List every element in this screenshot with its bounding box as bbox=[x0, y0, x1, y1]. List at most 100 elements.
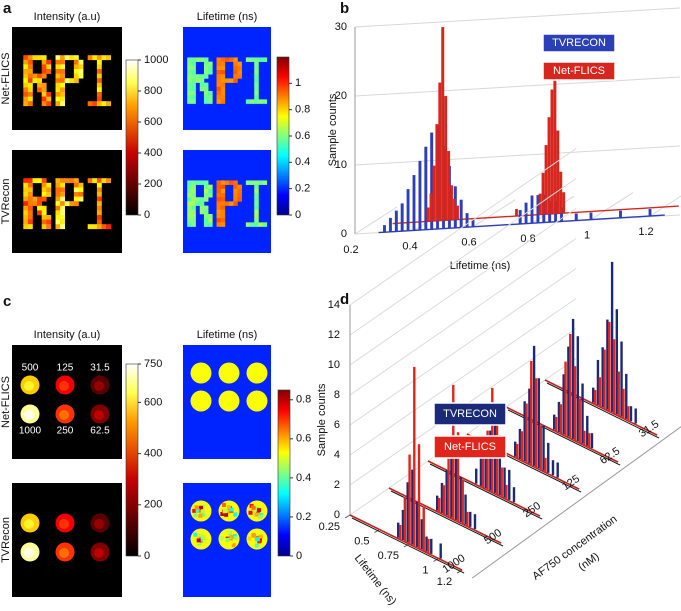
grid-line bbox=[472, 199, 516, 228]
bar bbox=[547, 117, 551, 215]
image-pixel bbox=[187, 197, 192, 202]
column-title: Lifetime (ns) bbox=[197, 329, 258, 341]
bar bbox=[567, 346, 570, 437]
x-tick-label: 0.75 bbox=[378, 550, 399, 562]
image-pixel bbox=[208, 95, 213, 100]
image-pixel bbox=[73, 187, 79, 193]
image-pixel bbox=[106, 178, 111, 184]
image-pixel bbox=[96, 73, 102, 79]
group-label: 62.5 bbox=[598, 445, 622, 467]
bar bbox=[505, 484, 508, 500]
image-pixel bbox=[245, 222, 251, 227]
panel-label: a bbox=[3, 0, 12, 17]
image-pixel bbox=[219, 536, 224, 541]
colorbar-tick-label: 0 bbox=[144, 550, 150, 562]
image-pixel bbox=[55, 219, 61, 225]
bar bbox=[596, 359, 600, 405]
image-pixel bbox=[73, 73, 79, 79]
image-pixel bbox=[92, 178, 98, 184]
bar bbox=[400, 203, 404, 232]
image-pixel bbox=[254, 184, 259, 190]
colorbar-tick-label: 200 bbox=[144, 178, 162, 190]
image-pixel bbox=[96, 196, 102, 202]
image-pixel bbox=[200, 509, 205, 514]
image-pixel bbox=[208, 65, 213, 71]
bar bbox=[523, 401, 526, 462]
x-tick-label: 0.4 bbox=[402, 240, 417, 252]
image-pixel bbox=[55, 196, 61, 202]
concentration-label: 62.5 bbox=[90, 426, 110, 437]
image-pixel bbox=[27, 187, 33, 193]
image-pixel bbox=[220, 99, 226, 104]
image-pixel bbox=[261, 540, 266, 545]
image-pixel bbox=[37, 178, 42, 184]
image-pixel bbox=[27, 92, 33, 97]
concentration-label: 31.5 bbox=[90, 363, 110, 374]
image-pixel bbox=[254, 193, 259, 198]
x-tick bbox=[374, 529, 380, 533]
concentration-label: 1000 bbox=[19, 426, 42, 437]
image-pixel bbox=[23, 192, 29, 197]
image-pixel bbox=[203, 205, 209, 211]
image-pixel bbox=[233, 535, 238, 540]
image-spot-core bbox=[59, 548, 69, 558]
bar bbox=[442, 485, 446, 516]
image-pixel bbox=[27, 215, 33, 220]
image-pixel bbox=[27, 59, 33, 65]
bar bbox=[426, 207, 430, 222]
image-pixel bbox=[41, 101, 47, 107]
image-pixel bbox=[187, 86, 192, 92]
image-pixel bbox=[41, 92, 47, 97]
image-spot bbox=[218, 390, 240, 412]
image-pixel bbox=[233, 193, 238, 198]
image-pixel bbox=[208, 222, 213, 227]
image-pixel bbox=[237, 74, 242, 79]
y-tick-label: 14 bbox=[328, 299, 340, 311]
image-pixel bbox=[192, 508, 197, 513]
image-pixel bbox=[23, 205, 29, 211]
image-pixel bbox=[191, 218, 196, 223]
x-axis-label: Lifetime (ns) bbox=[450, 260, 511, 272]
image-pixel bbox=[208, 90, 213, 96]
image-pixel bbox=[27, 224, 33, 230]
bar bbox=[573, 366, 577, 442]
image-pixel bbox=[203, 86, 209, 92]
image-pixel bbox=[251, 512, 256, 517]
image-pixel bbox=[191, 70, 196, 75]
bar bbox=[559, 171, 563, 214]
image-pixel bbox=[258, 514, 263, 519]
bar bbox=[456, 432, 460, 523]
image-pixel bbox=[96, 182, 102, 188]
image-pixel bbox=[73, 64, 79, 70]
image-pixel bbox=[254, 205, 259, 211]
bar bbox=[424, 146, 428, 230]
image-pixel bbox=[60, 178, 65, 184]
image-pixel bbox=[41, 192, 47, 197]
bar bbox=[489, 430, 492, 491]
bar bbox=[444, 95, 448, 221]
bar bbox=[417, 444, 421, 550]
bar bbox=[508, 469, 511, 500]
image-pixel bbox=[101, 55, 107, 61]
y-axis-label: Sample counts bbox=[327, 93, 339, 166]
bar bbox=[612, 339, 616, 415]
image-spot-core bbox=[94, 548, 104, 558]
grid-line bbox=[354, 76, 681, 97]
image-pixel bbox=[208, 188, 213, 194]
image-pixel bbox=[216, 209, 222, 215]
image-pixel bbox=[224, 512, 229, 517]
image-pixel bbox=[262, 180, 268, 185]
colorbar-tick-label: 0.2 bbox=[296, 511, 311, 523]
image-pixel bbox=[46, 187, 52, 193]
image-pixel bbox=[46, 224, 52, 230]
image-pixel bbox=[23, 55, 29, 61]
bar bbox=[388, 217, 392, 232]
image-pixel bbox=[32, 55, 38, 61]
x-tick-label: 1 bbox=[584, 230, 590, 242]
image-pixel bbox=[229, 507, 234, 512]
bar bbox=[408, 454, 411, 545]
image-pixel bbox=[233, 74, 238, 79]
image-pixel bbox=[191, 184, 196, 190]
bar bbox=[453, 198, 456, 220]
bar bbox=[465, 213, 469, 228]
